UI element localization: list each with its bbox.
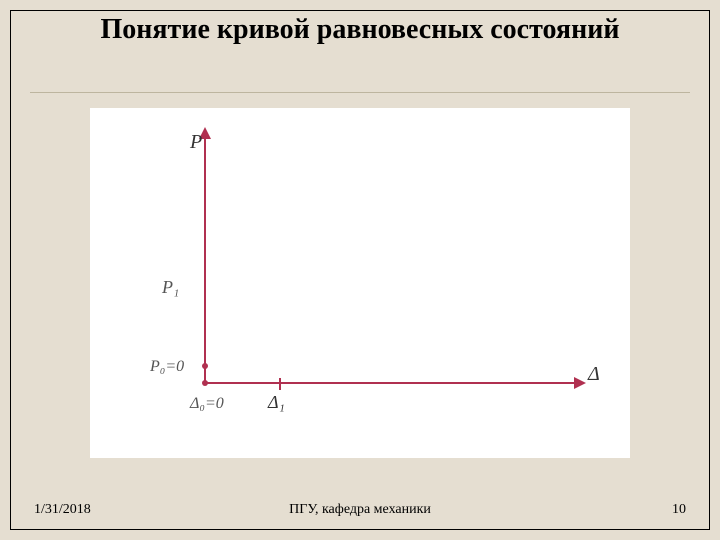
- slide-title: Понятие кривой равновесных состояний: [0, 14, 720, 46]
- figure-container: P Δ P₁ P₀=0 Δ₀=0 Δ₁: [90, 108, 630, 458]
- svg-text:P: P: [189, 131, 202, 153]
- footer-center: ПГУ, кафедра механики: [0, 502, 720, 518]
- svg-text:P₀=0: P₀=0: [149, 358, 184, 375]
- title-divider: [30, 92, 690, 93]
- svg-text:Δ₀=0: Δ₀=0: [189, 395, 224, 412]
- slide: Понятие кривой равновесных состояний PΔP…: [0, 0, 720, 540]
- svg-text:P₁: P₁: [161, 277, 179, 297]
- svg-text:Δ: Δ: [587, 363, 600, 385]
- svg-text:Δ₁: Δ₁: [267, 392, 285, 412]
- equilibrium-diagram: P Δ P₁ P₀=0 Δ₀=0 Δ₁: [90, 108, 630, 458]
- footer-page-number: 10: [672, 502, 686, 518]
